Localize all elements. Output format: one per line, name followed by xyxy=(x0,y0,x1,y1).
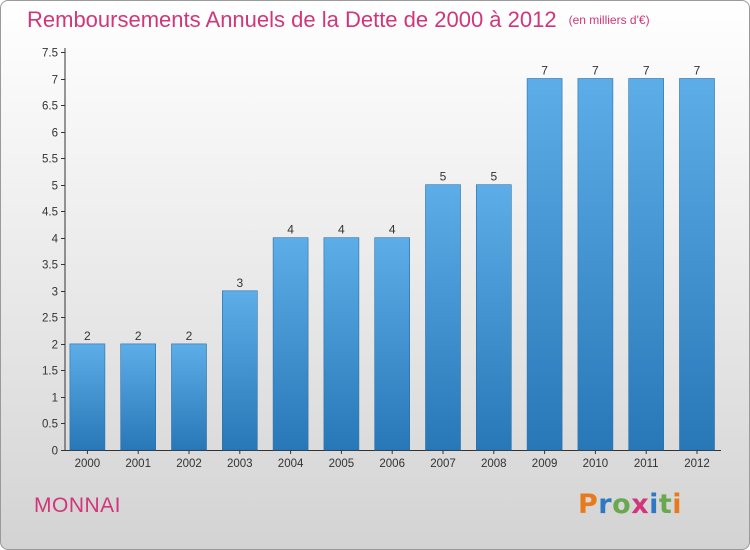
bar xyxy=(628,78,665,451)
x-tick-label: 2001 xyxy=(125,458,151,470)
y-tick-label: 3 xyxy=(52,287,58,299)
bar xyxy=(475,184,512,451)
logo-letter: x xyxy=(631,489,650,520)
x-tick-label: 2007 xyxy=(430,458,456,470)
chart-title-text: Remboursements Annuels de la Dette de 20… xyxy=(27,7,557,32)
bar xyxy=(425,184,461,451)
y-tick-label: 4 xyxy=(52,234,59,246)
y-tick-label: 1 xyxy=(52,393,58,405)
bar xyxy=(69,343,106,451)
y-tick-label: 5 xyxy=(52,181,58,193)
data-label: 2 xyxy=(186,329,193,343)
data-label: 5 xyxy=(490,170,497,184)
y-tick-label: 0.5 xyxy=(42,419,58,431)
data-label: 5 xyxy=(440,170,447,184)
bar xyxy=(577,78,614,451)
bar xyxy=(272,237,309,451)
y-tick-label: 5.5 xyxy=(42,154,58,166)
logo-letter: o xyxy=(612,489,632,520)
data-label: 7 xyxy=(592,64,599,78)
data-label: 4 xyxy=(389,223,396,237)
y-tick-label: 7 xyxy=(52,75,58,87)
y-tick-label: 2 xyxy=(52,340,58,352)
y-tick-label: 6 xyxy=(52,128,58,140)
logo-letter: i xyxy=(672,489,683,520)
x-tick-label: 2005 xyxy=(329,458,355,470)
chart-unit: (en milliers d'€) xyxy=(568,13,650,27)
bar xyxy=(222,290,258,451)
x-tick-label: 2009 xyxy=(532,458,558,470)
y-tick-label: 7.5 xyxy=(42,48,58,60)
y-tick-label: 4.5 xyxy=(42,207,58,219)
logo-letter: i xyxy=(649,489,659,520)
x-tick-label: 2008 xyxy=(481,458,507,470)
y-tick-label: 6.5 xyxy=(42,101,58,113)
data-label: 7 xyxy=(643,64,650,78)
data-label: 7 xyxy=(694,64,701,78)
logo-letter: P xyxy=(578,489,599,520)
data-label: 2 xyxy=(135,329,142,343)
x-tick-label: 2011 xyxy=(634,458,659,470)
x-tick-label: 2006 xyxy=(379,458,405,470)
x-tick-label: 2003 xyxy=(227,458,253,470)
bar xyxy=(679,78,715,451)
data-label: 3 xyxy=(236,276,243,290)
x-tick-label: 2010 xyxy=(583,458,609,470)
proxiti-logo: Proxiti xyxy=(578,489,682,520)
data-label: 4 xyxy=(338,223,345,237)
bar xyxy=(323,237,360,451)
y-tick-label: 2.5 xyxy=(42,313,58,325)
commune-name: MONNAI xyxy=(34,494,121,517)
logo-letter: t xyxy=(658,489,673,520)
bar xyxy=(374,237,411,451)
x-tick-label: 2000 xyxy=(75,458,101,470)
x-tick-label: 2004 xyxy=(278,458,304,470)
data-label: 7 xyxy=(541,64,548,78)
bar xyxy=(526,78,563,451)
bar xyxy=(120,343,156,451)
x-tick-label: 2012 xyxy=(684,458,710,470)
data-label: 2 xyxy=(84,329,91,343)
data-label: 4 xyxy=(287,223,294,237)
y-tick-label: 1.5 xyxy=(42,366,58,378)
x-tick-label: 2002 xyxy=(176,458,202,470)
bar xyxy=(171,343,207,451)
chart-title: Remboursements Annuels de la Dette de 20… xyxy=(27,7,650,33)
y-tick-label: 0 xyxy=(52,446,58,458)
y-tick-label: 3.5 xyxy=(42,260,58,272)
logo-letter: r xyxy=(598,489,613,520)
